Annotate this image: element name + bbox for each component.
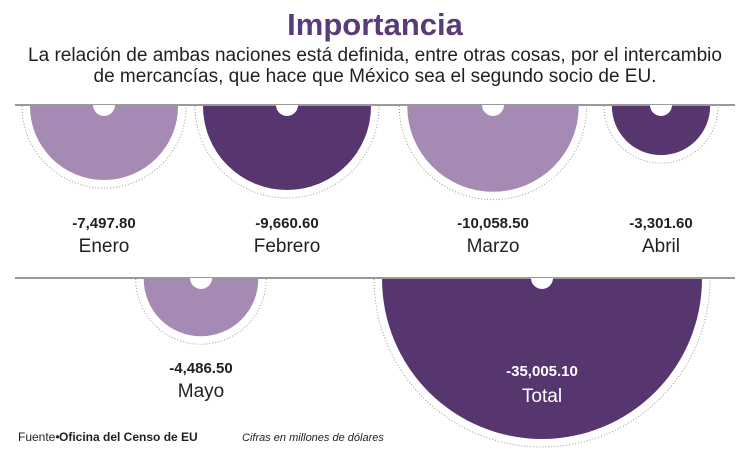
notch <box>482 105 504 116</box>
value-label: -9,660.60 <box>255 215 318 232</box>
notch <box>93 105 115 116</box>
value-label: -3,301.60 <box>629 215 692 232</box>
outline <box>194 105 380 199</box>
value-label: -4,486.50 <box>169 360 232 377</box>
note: Cifras en millones de dólares <box>242 432 384 444</box>
subtitle: La relación de ambas naciones está defin… <box>28 45 722 66</box>
category-label: Abril <box>642 236 680 257</box>
semicircle <box>611 106 711 156</box>
category-label: Marzo <box>467 236 520 257</box>
source-label: Fuente• <box>18 430 60 444</box>
category-label: Total <box>522 386 562 407</box>
source: Oficina del Censo de EU <box>59 430 198 444</box>
category-label: Mayo <box>178 381 224 402</box>
category-label: Enero <box>79 236 130 257</box>
semicircle <box>143 279 259 337</box>
notch <box>650 105 672 116</box>
value-label: -7,497.80 <box>72 215 135 232</box>
semicircle <box>29 106 179 181</box>
title: Importancia <box>287 7 463 42</box>
category-label: Febrero <box>254 236 321 257</box>
outline <box>21 105 187 189</box>
value-label: -10,058.50 <box>457 215 529 232</box>
semicircle <box>407 106 579 192</box>
notch <box>190 278 212 289</box>
semicircle <box>202 106 372 191</box>
outline <box>603 105 719 164</box>
notch <box>276 105 298 116</box>
notch <box>531 278 553 289</box>
value-label: -35,005.10 <box>506 363 578 380</box>
subtitle: de mercancías, que hace que México sea e… <box>94 66 657 87</box>
outline <box>135 278 267 345</box>
semicircle <box>382 279 702 439</box>
